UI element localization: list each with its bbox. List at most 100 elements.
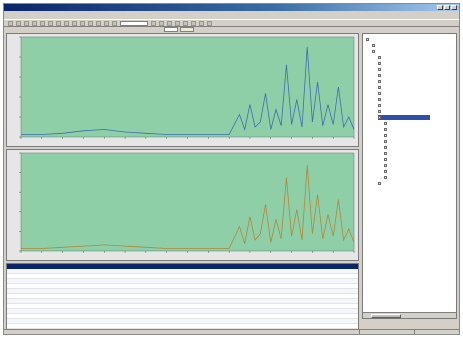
folder-icon — [384, 170, 387, 173]
folder-icon — [384, 134, 387, 137]
minimize-button[interactable] — [437, 5, 443, 10]
toolbar-button[interactable] — [167, 20, 172, 26]
toolbar-button[interactable] — [32, 20, 37, 26]
table-header — [7, 264, 358, 269]
tree-node[interactable] — [384, 133, 432, 138]
folder-icon — [372, 50, 375, 53]
application-window — [3, 3, 460, 335]
bottom-spectrum-chart[interactable] — [7, 150, 358, 260]
tree-node[interactable] — [384, 127, 432, 132]
toolbar — [4, 19, 459, 27]
folder-icon — [378, 56, 381, 59]
toolbar-button[interactable] — [80, 20, 85, 26]
toolbar-button[interactable] — [48, 20, 53, 26]
toolbar-button[interactable] — [151, 20, 156, 26]
folder-icon — [378, 104, 381, 107]
tree-node[interactable] — [378, 55, 430, 60]
toolbar-button[interactable] — [199, 20, 204, 26]
table-row[interactable] — [7, 309, 358, 314]
tree-node[interactable] — [378, 109, 430, 114]
tree-node[interactable] — [384, 169, 432, 174]
toolbar-button[interactable] — [40, 20, 45, 26]
tree-node[interactable] — [378, 61, 430, 66]
table-row[interactable] — [7, 304, 358, 309]
toolbar-button[interactable] — [64, 20, 69, 26]
folder-icon — [378, 62, 381, 65]
tree-node[interactable] — [384, 157, 432, 162]
table-row[interactable] — [7, 274, 358, 279]
tree-horizontal-scrollbar[interactable] — [363, 312, 456, 318]
toolbar-button[interactable] — [207, 20, 212, 26]
tree-node[interactable] — [372, 43, 428, 48]
table-row[interactable] — [7, 319, 358, 324]
tree-node[interactable] — [378, 73, 430, 78]
scrollbar-thumb[interactable] — [371, 314, 401, 318]
table-row[interactable] — [7, 269, 358, 274]
table-row[interactable] — [7, 324, 358, 329]
table-row[interactable] — [7, 314, 358, 319]
tree-node[interactable] — [378, 85, 430, 90]
bottom-chart-panel — [6, 149, 359, 261]
title-bar — [4, 4, 459, 11]
plot-area — [20, 36, 355, 138]
toolbar-button[interactable] — [191, 20, 196, 26]
toolbar-button[interactable] — [56, 20, 61, 26]
tree-node[interactable] — [384, 151, 432, 156]
table-row[interactable] — [7, 299, 358, 304]
folder-icon — [378, 92, 381, 95]
tree-node[interactable] — [378, 67, 430, 72]
chart-tab[interactable] — [180, 27, 194, 32]
top-spectrum-chart[interactable] — [7, 34, 358, 146]
folder-icon — [378, 74, 381, 77]
toolbar-button[interactable] — [159, 20, 164, 26]
close-button[interactable] — [451, 5, 457, 10]
status-divider — [359, 330, 360, 334]
tree-node[interactable] — [378, 103, 430, 108]
series-line-bottom-trace — [21, 165, 355, 249]
plot-area — [20, 152, 355, 252]
folder-icon — [384, 176, 387, 179]
chart-tab[interactable] — [164, 27, 178, 32]
menu-bar — [4, 11, 459, 19]
toolbar-button[interactable] — [104, 20, 109, 26]
toolbar-combo-field[interactable] — [120, 20, 148, 26]
folder-icon — [378, 80, 381, 83]
maximize-button[interactable] — [444, 5, 450, 10]
table-row[interactable] — [7, 279, 358, 284]
folder-icon — [384, 122, 387, 125]
toolbar-button[interactable] — [16, 20, 21, 26]
toolbar-button[interactable] — [24, 20, 29, 26]
tree-node[interactable] — [378, 97, 430, 102]
tree-node[interactable] — [384, 145, 432, 150]
table-row[interactable] — [7, 284, 358, 289]
tree-node[interactable] — [384, 121, 432, 126]
tab-strip — [34, 27, 352, 33]
folder-icon — [384, 128, 387, 131]
toolbar-button[interactable] — [88, 20, 93, 26]
tree-node[interactable] — [384, 139, 432, 144]
toolbar-button[interactable] — [72, 20, 77, 26]
tree-node[interactable] — [378, 181, 430, 186]
status-bar — [4, 329, 459, 334]
window-controls — [437, 5, 457, 10]
tree-node[interactable] — [378, 79, 430, 84]
tree-node[interactable] — [378, 91, 430, 96]
table-row[interactable] — [7, 294, 358, 299]
tree-node[interactable] — [372, 49, 428, 54]
tree-node[interactable] — [384, 163, 432, 168]
folder-icon — [378, 68, 381, 71]
table-row[interactable] — [7, 289, 358, 294]
toolbar-button[interactable] — [175, 20, 180, 26]
tree-node[interactable] — [366, 37, 426, 42]
toolbar-button[interactable] — [112, 20, 117, 26]
folder-icon — [378, 98, 381, 101]
toolbar-button[interactable] — [183, 20, 188, 26]
toolbar-button[interactable] — [96, 20, 101, 26]
tree-node[interactable] — [384, 175, 432, 180]
folder-icon — [378, 110, 381, 113]
series-line-top-trace — [21, 46, 355, 135]
folder-icon — [378, 116, 381, 119]
toolbar-button[interactable] — [8, 20, 13, 26]
tree-node[interactable] — [378, 115, 430, 120]
folder-icon — [366, 38, 369, 41]
